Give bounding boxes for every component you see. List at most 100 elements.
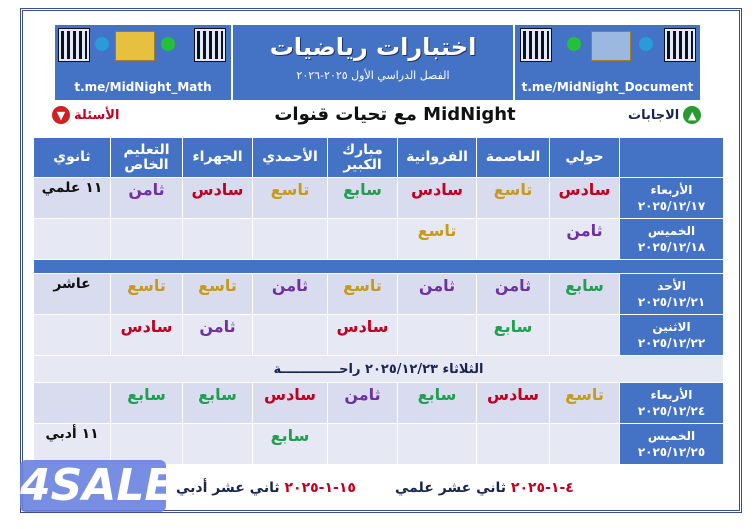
book-icon — [591, 31, 631, 61]
grade-cell — [110, 423, 183, 465]
grade-cell: ١١ أدبي — [33, 423, 111, 465]
footer-arts: ١٥-١-٢٠٢٥ ثاني عشر أدبي — [176, 480, 356, 496]
column-header: التعليم الخاص — [110, 137, 183, 178]
document-channel-link[interactable]: t.me/MidNight_Document — [521, 80, 694, 94]
date: ٢٠٢٥/١٢/٢٥ — [637, 445, 706, 459]
day-name: الأربعاء — [650, 388, 693, 402]
rest-day: الثلاثاء ٢٠٢٥/١٢/٢٣ راحـــــــــــــة — [33, 355, 724, 383]
answers-link[interactable]: الاجابات ▲ — [628, 106, 702, 124]
grade-cell — [33, 382, 111, 424]
grade-cell — [549, 314, 620, 356]
table-row: الخميس ٢٠٢٥/١٢/١٨ ثامن تاسع — [33, 218, 724, 260]
grade-cell: سادس — [397, 177, 477, 219]
grade-cell — [252, 218, 328, 260]
grade-cell: سادس — [252, 382, 328, 424]
date-cell: الأربعاء ٢٠٢٥/١٢/١٧ — [619, 177, 724, 219]
book-icon — [115, 31, 155, 61]
grade-cell — [327, 423, 398, 465]
column-header: الفروانية — [397, 137, 477, 178]
arrow-up-icon: ▲ — [683, 106, 702, 124]
grade-cell — [182, 423, 253, 465]
grade-cell: تاسع — [182, 273, 253, 315]
separator — [33, 259, 724, 274]
telegram-icon — [95, 37, 109, 51]
arts-exam-date: ١٥-١-٢٠٢٥ — [284, 480, 356, 496]
date: ٢٠٢٥/١٢/٢٤ — [637, 404, 706, 418]
grade-cell — [397, 314, 477, 356]
grade-cell: سادس — [549, 177, 620, 219]
grade-cell: ثامن — [182, 314, 253, 356]
whatsapp-icon — [567, 37, 581, 51]
grade-cell — [110, 218, 183, 260]
grade-cell: ثامن — [549, 218, 620, 260]
grade-cell — [476, 423, 550, 465]
watermark-logo: 4SALE — [20, 460, 175, 512]
grade-cell: سادس — [182, 177, 253, 219]
greeting: مع تحيات قنوات MidNight — [274, 104, 516, 125]
date-cell: الخميس ٢٠٢٥/١٢/٢٥ — [619, 423, 724, 465]
grade-cell — [182, 218, 253, 260]
page-subtitle: الفصل الدراسي الأول ٢٠٢٥-٢٠٢٦ — [296, 69, 450, 82]
grade-cell: تاسع — [110, 273, 183, 315]
day-name: الأربعاء — [650, 183, 693, 197]
grade-cell: سادس — [476, 382, 550, 424]
grade-cell — [476, 218, 550, 260]
telegram-icon — [639, 37, 653, 51]
page-title: اختبارات رياضيات — [269, 33, 477, 61]
date: ٢٠٢٥/١٢/٢١ — [637, 295, 706, 309]
grade-cell: عاشر — [33, 273, 111, 315]
table-header-row: حولي العاصمة الفروانية مبارك الكبير الأحمدي ا… — [33, 137, 724, 178]
grade-cell: سادس — [110, 314, 183, 356]
math-channel-banner[interactable]: t.me/MidNight_Math — [55, 25, 231, 100]
qr-code-icon — [664, 28, 696, 62]
table-row: الأربعاء ٢٠٢٥/١٢/٢٤ تاسع سادس سابع ثامن سادس سا… — [33, 382, 724, 424]
date-cell: الخميس ٢٠٢٥/١٢/١٨ — [619, 218, 724, 260]
table-row: الاثنين ٢٠٢٥/١٢/٢٢ سابع سادس ثامن سادس — [33, 314, 724, 356]
column-header: الجهراء — [182, 137, 253, 178]
rest-day-row: الثلاثاء ٢٠٢٥/١٢/٢٣ راحـــــــــــــة — [33, 355, 724, 383]
grade-cell: ١١ علمي — [33, 177, 111, 219]
column-header: الأحمدي — [252, 137, 328, 178]
grade-cell: سابع — [182, 382, 253, 424]
separator-row — [33, 259, 724, 274]
qr-code-icon — [194, 28, 226, 62]
grade-cell: سابع — [327, 177, 398, 219]
arts-exam-label: ثاني عشر أدبي — [176, 480, 280, 496]
footer-science: ٤-١-٢٠٢٥ ثاني عشر علمي — [395, 480, 574, 496]
grade-cell: تاسع — [252, 177, 328, 219]
grade-cell: سابع — [549, 273, 620, 315]
answers-label: الاجابات — [628, 107, 680, 123]
date: ٢٠٢٥/١٢/١٧ — [637, 199, 706, 213]
questions-link[interactable]: ▼ الأسئلة — [52, 106, 119, 124]
day-name: الاثنين — [652, 320, 691, 334]
title-banner: اختبارات رياضيات الفصل الدراسي الأول ٢٠٢… — [233, 25, 513, 100]
day-name: الأحد — [657, 279, 686, 293]
math-channel-link[interactable]: t.me/MidNight_Math — [74, 80, 212, 94]
grade-cell: ثامن — [110, 177, 183, 219]
grade-cell: سابع — [476, 314, 550, 356]
grade-cell: تاسع — [397, 218, 477, 260]
grade-cell: سابع — [252, 423, 328, 465]
grade-cell: تاسع — [476, 177, 550, 219]
grade-cell: سابع — [397, 382, 477, 424]
grade-cell: تاسع — [327, 273, 398, 315]
qr-code-icon — [58, 28, 90, 62]
column-header: العاصمة — [476, 137, 550, 178]
date: ٢٠٢٥/١٢/٢٢ — [637, 336, 706, 350]
grade-cell: سابع — [110, 382, 183, 424]
column-header — [619, 137, 724, 178]
page-frame — [20, 8, 742, 513]
whatsapp-icon — [161, 37, 175, 51]
date-cell: الأربعاء ٢٠٢٥/١٢/٢٤ — [619, 382, 724, 424]
column-header: ثانوي — [33, 137, 111, 178]
grade-cell: ثامن — [252, 273, 328, 315]
grade-cell — [549, 423, 620, 465]
grade-cell — [327, 218, 398, 260]
grade-cell: سادس — [327, 314, 398, 356]
day-name: الخميس — [647, 224, 696, 238]
grade-cell: ثامن — [327, 382, 398, 424]
grade-cell: ثامن — [397, 273, 477, 315]
document-channel-banner[interactable]: t.me/MidNight_Document — [515, 25, 700, 100]
date-cell: الأحد ٢٠٢٥/١٢/٢١ — [619, 273, 724, 315]
grade-cell — [33, 314, 111, 356]
